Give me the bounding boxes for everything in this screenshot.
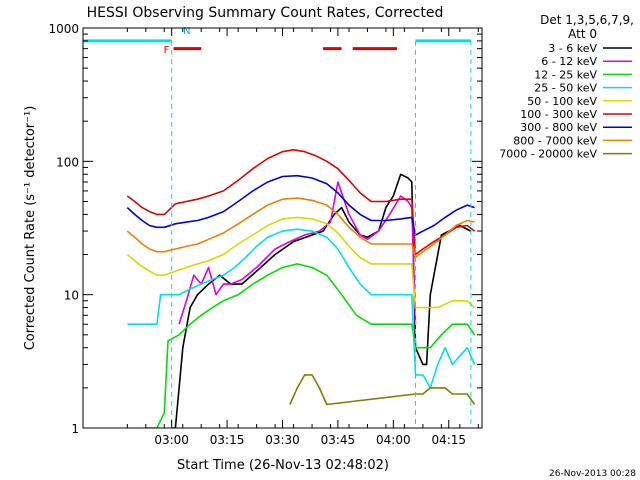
plot-frame <box>82 27 483 429</box>
x-tick-label-3: 03:45 <box>321 433 356 447</box>
marker-layer: FN <box>83 26 472 428</box>
series-line-4 <box>126 216 476 309</box>
legend-label-3: 25 - 50 keV <box>534 82 597 95</box>
x-axis: 03:00 03:15 03:30 03:45 04:00 04:15 <box>126 28 479 447</box>
series-line-1 <box>178 181 417 325</box>
legend-label-2: 12 - 25 keV <box>534 68 597 81</box>
flag-label-0: F <box>164 45 170 56</box>
chart-title: HESSI Observing Summary Count Rates, Cor… <box>87 5 444 21</box>
legend-title-1: Det 1,3,5,6,7,9, <box>540 13 634 27</box>
y-tick-label-1: 10 <box>64 289 79 303</box>
x-axis-label: Start Time (26-Nov-13 02:48:02) <box>177 458 389 473</box>
y-axis: 1 10 100 1000 <box>48 22 482 436</box>
y-tick-label-2: 100 <box>56 155 79 169</box>
x-tick-label-2: 03:30 <box>265 433 300 447</box>
legend-label-4: 50 - 100 keV <box>527 95 597 108</box>
y-tick-label-0: 1 <box>71 422 79 436</box>
legend-title-2: Att 0 <box>568 27 597 41</box>
x-tick-label-0: 03:00 <box>154 433 189 447</box>
series-line-0 <box>171 173 472 428</box>
legend-label-6: 300 - 800 keV <box>520 121 597 134</box>
series-line-5 <box>126 149 476 256</box>
legend-label-1: 6 - 12 keV <box>541 55 597 68</box>
series-line-6 <box>126 174 475 236</box>
x-tick-label-5: 04:15 <box>431 433 466 447</box>
series-line-2 <box>145 263 476 428</box>
legend-label-0: 3 - 6 keV <box>548 42 597 55</box>
x-tick-label-4: 04:00 <box>376 433 411 447</box>
legend-label-5: 100 - 300 keV <box>520 108 597 121</box>
series-line-7 <box>126 197 475 259</box>
flag-label-1: N <box>183 26 190 37</box>
legend-label-8: 7000 - 20000 keV <box>499 148 597 161</box>
series-line-3 <box>127 228 476 389</box>
y-tick-label-3: 1000 <box>48 22 79 36</box>
footer-date: 26-Nov-2013 00:28 <box>549 469 636 479</box>
y-axis-label: Corrected Count Rate (s⁻¹ detector⁻¹) <box>23 106 38 351</box>
series-line-8 <box>289 374 476 406</box>
legend-label-7: 800 - 7000 keV <box>513 134 597 147</box>
series-layer <box>126 149 476 428</box>
x-tick-label-1: 03:15 <box>210 433 245 447</box>
